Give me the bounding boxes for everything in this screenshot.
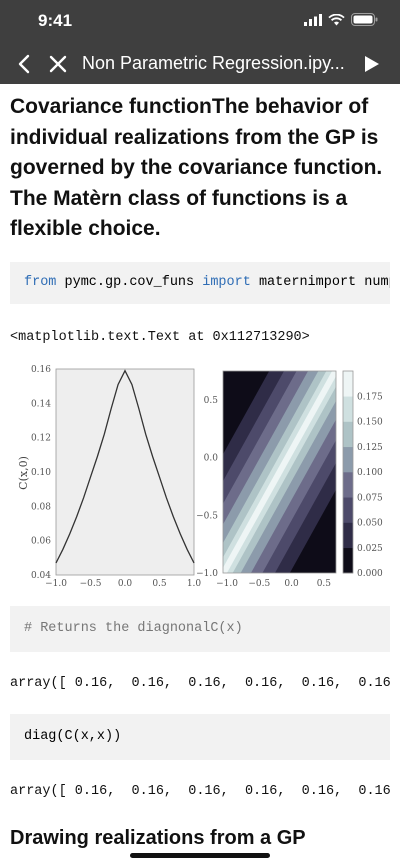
status-time: 9:41 [38,11,72,31]
colorbar-tick-label: 0.150 [357,418,383,428]
colorbar-tick-label: 0.100 [357,468,383,478]
colorbar-segment [343,472,353,498]
code-cell-diag[interactable]: diag(C(x,x)) [10,714,390,760]
left-y-tick-label: 0.08 [31,502,51,512]
left-x-ticks: −1.0 −0.5 0.0 0.5 1.0 [45,579,201,589]
signal-icon [304,14,322,26]
colorbar-segment [343,548,353,574]
left-y-tick-label: 0.14 [31,399,51,409]
back-button[interactable] [10,50,38,78]
left-y-tick-label: 0.10 [31,468,51,478]
home-indicator[interactable] [130,853,270,858]
keyword-from: from [24,275,56,290]
wifi-icon [328,14,345,26]
colorbar-ticks: 0.000 0.025 0.050 0.075 0.100 0.125 0.150 0.175 [357,392,383,579]
next-section-heading: Drawing realizations from a GP [10,827,306,850]
right-x-tick-label: −0.5 [248,579,270,589]
code-diag: diag(C(x,x)) [24,729,121,744]
status-icons [304,13,378,26]
colorbar-tick-label: 0.000 [357,569,383,579]
right-y-tick-label: 0.5 [204,396,219,406]
left-y-tick-label: 0.06 [31,537,51,547]
import-rest: maternimport numpy [251,275,390,290]
right-y-ticks: −1.0 −0.5 0.0 0.5 [196,396,218,579]
output-text-2: array([ 0.16, 0.16, 0.16, 0.16, 0.16, 0.… [10,676,400,691]
left-x-tick-label: −0.5 [80,579,102,589]
left-plot-area [56,369,194,575]
right-x-ticks: −1.0 −0.5 0.0 0.5 [216,579,331,589]
colorbar-segment [343,422,353,448]
left-x-tick-label: 1.0 [187,579,202,589]
code-cell-comment[interactable]: # Returns the diagnonalC(x) [10,606,390,652]
output-text-1: <matplotlib.text.Text at 0x112713290> [10,330,400,345]
code-comment: # Returns the diagnonalC(x) [24,621,243,636]
close-icon [49,55,67,73]
output-text-3: array([ 0.16, 0.16, 0.16, 0.16, 0.16, 0.… [10,784,400,799]
battery-icon [351,13,378,26]
right-y-tick-label: 0.0 [204,454,219,464]
covariance-figure: 0.040.060.080.100.120.140.16 −1.0 −0.5 0.0… [0,356,400,596]
colorbar [343,371,353,573]
status-bar: 9:41 [0,0,400,44]
colorbar-segment [343,447,353,473]
colorbar-tick-label: 0.025 [357,544,383,554]
left-x-tick-label: 0.5 [152,579,167,589]
code-cell-import[interactable]: from pymc.gp.cov_funs import maternimpor… [10,262,390,304]
colorbar-segment [343,371,353,397]
right-y-tick-label: −0.5 [196,511,218,521]
colorbar-segment [343,497,353,523]
left-y-tick-label: 0.16 [31,365,51,375]
left-y-ticks: 0.040.060.080.100.120.140.16 [31,365,51,581]
right-x-tick-label: 0.5 [317,579,332,589]
colorbar-segment [343,523,353,549]
close-button[interactable] [44,50,72,78]
chevron-left-icon [17,54,31,74]
page-title: Non Parametric Regression.ipy... [82,53,354,74]
right-x-tick-label: −1.0 [216,579,238,589]
left-ylabel: C(x,0) [17,456,30,490]
right-y-tick-label: −1.0 [196,569,218,579]
left-x-tick-label: 0.0 [118,579,133,589]
left-x-tick-label: −1.0 [45,579,67,589]
colorbar-tick-label: 0.175 [357,392,383,402]
right-x-tick-label: 0.0 [284,579,299,589]
notebook-content[interactable]: Covariance functionThe behavior of indiv… [0,84,400,866]
run-button[interactable] [358,50,386,78]
colorbar-tick-label: 0.125 [357,443,383,453]
section-heading: Covariance functionThe behavior of indiv… [10,92,390,245]
module-name: pymc.gp.cov_funs [56,275,202,290]
left-y-tick-label: 0.12 [31,434,51,444]
colorbar-segment [343,396,353,422]
navigation-bar: Non Parametric Regression.ipy... [0,44,400,84]
colorbar-tick-label: 0.050 [357,519,383,529]
play-icon [364,55,380,73]
colorbar-tick-label: 0.075 [357,493,383,503]
keyword-import: import [202,275,251,290]
